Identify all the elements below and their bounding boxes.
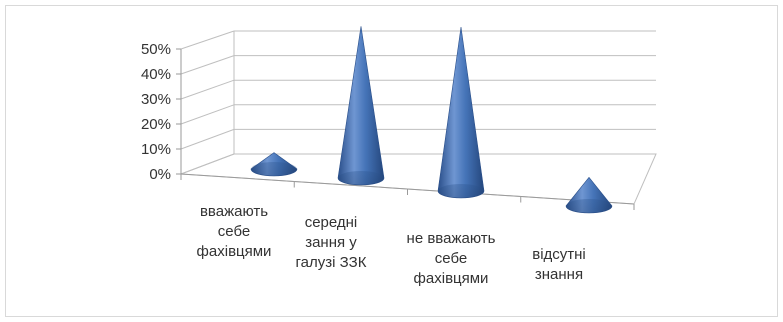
category-label-line: зання у xyxy=(305,234,357,251)
y-tick-label: 40% xyxy=(141,66,171,83)
category-label-line: середні xyxy=(305,214,358,231)
cone-4 xyxy=(565,176,613,214)
y-tick-label: 0% xyxy=(149,166,171,183)
cone-chart: 0% 10% 20% 30% 40% 50% вважають себе фахівцями с… xyxy=(141,26,657,287)
cone-base xyxy=(251,162,297,176)
axis-layer: 0% 10% 20% 30% 40% 50% xyxy=(141,41,657,210)
cone-body xyxy=(437,26,485,199)
side-gridline xyxy=(180,79,235,100)
category-label: не вважають себе фахівцями xyxy=(407,230,496,287)
category-label-line: знання xyxy=(535,266,583,283)
label-layer: вважають себе фахівцями середні зання у галуз… xyxy=(197,203,586,287)
side-gridline xyxy=(180,104,235,125)
grid-layer xyxy=(180,30,656,175)
side-gridline xyxy=(180,128,235,150)
side-gridline xyxy=(180,30,235,50)
category-label: відсутні знання xyxy=(532,246,586,283)
cone-base xyxy=(438,184,484,198)
category-label-line: фахівцями xyxy=(197,243,272,260)
cone-base xyxy=(566,199,612,213)
category-label-line: не вважають xyxy=(407,230,496,247)
category-label-line: вважають xyxy=(200,203,268,220)
category-label: вважають себе фахівцями xyxy=(197,203,272,260)
cone-3 xyxy=(437,26,485,199)
cone-layer xyxy=(250,26,613,214)
chart-frame: 0% 10% 20% 30% 40% 50% вважають себе фахівцями с… xyxy=(5,5,778,317)
category-label-line: себе xyxy=(435,250,467,267)
y-tick-label: 20% xyxy=(141,116,171,133)
y-tick-label: 30% xyxy=(141,91,171,108)
cone-2 xyxy=(337,26,385,186)
category-label-line: галузі ЗЗК xyxy=(296,254,367,271)
category-label-line: відсутні xyxy=(532,246,586,263)
y-tick-label: 10% xyxy=(141,141,171,158)
category-label-line: себе xyxy=(218,223,250,240)
category-label-line: фахівцями xyxy=(414,270,489,287)
category-label: середні зання у галузі ЗЗК xyxy=(296,214,367,271)
cone-base xyxy=(338,171,384,185)
cone-body xyxy=(337,26,385,186)
side-gridline xyxy=(180,55,235,75)
cone-1 xyxy=(250,152,298,177)
y-tick-label: 50% xyxy=(141,41,171,58)
